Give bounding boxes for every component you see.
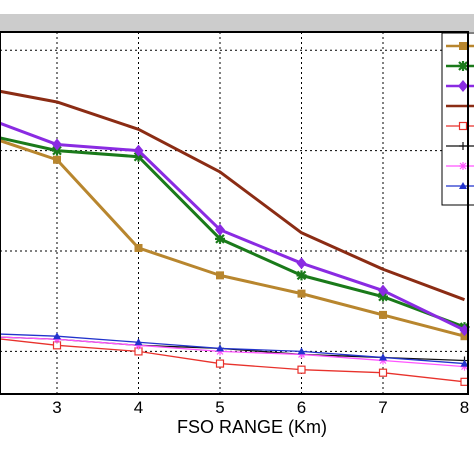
x-axis-label: FSO RANGE (Km) [177,417,327,437]
data-point [215,359,225,368]
data-point [216,344,224,352]
data-point [296,257,307,270]
data-point [458,61,468,71]
data-point [458,80,468,92]
plot-background [0,32,468,394]
series-lines [0,89,470,386]
data-point [379,353,387,361]
data-point [379,310,387,319]
data-point [460,332,469,341]
data-point [459,142,467,150]
top-frame-band [0,14,474,32]
series-1 [0,139,469,341]
x-tick-label: 6 [297,398,306,417]
data-point [378,368,388,377]
data-point [134,338,143,346]
x-tick-label: 7 [378,398,387,417]
series-3 [0,121,470,337]
data-point [53,155,61,164]
x-tick-labels: 3 4 5 6 7 8 [52,398,469,417]
data-point [460,362,469,371]
data-point [460,359,469,367]
x-tick-label: 8 [460,398,469,417]
data-point [378,284,388,297]
x-tick-label: 4 [134,398,143,417]
data-point [53,335,61,344]
data-point [378,291,388,302]
legend-box [441,32,474,206]
data-point [134,243,143,252]
data-point [216,347,224,356]
data-point [459,42,467,50]
series-8 [0,332,469,367]
series-5 [0,338,469,386]
data-point [459,162,467,170]
data-point [297,347,306,355]
series-7 [0,335,469,371]
series-line [0,89,466,302]
data-point [134,341,143,350]
data-point [297,289,306,298]
plot-frame [0,31,469,395]
data-point [133,144,144,157]
data-point [459,182,467,189]
data-point [216,271,224,280]
data-point [215,223,225,236]
data-point [215,233,225,244]
data-point [53,332,61,340]
data-point [297,350,306,359]
x-tick-label: 3 [52,398,61,417]
x-tick-label: 5 [215,398,224,417]
data-point [52,145,62,156]
data-point [296,270,307,281]
data-point [379,356,387,365]
data-point [460,377,469,386]
grid-lines [0,32,468,394]
legend [441,32,474,206]
series-4 [0,89,466,302]
data-point [458,121,468,131]
data-point [297,365,306,374]
data-point [133,151,144,162]
data-point [52,138,62,151]
